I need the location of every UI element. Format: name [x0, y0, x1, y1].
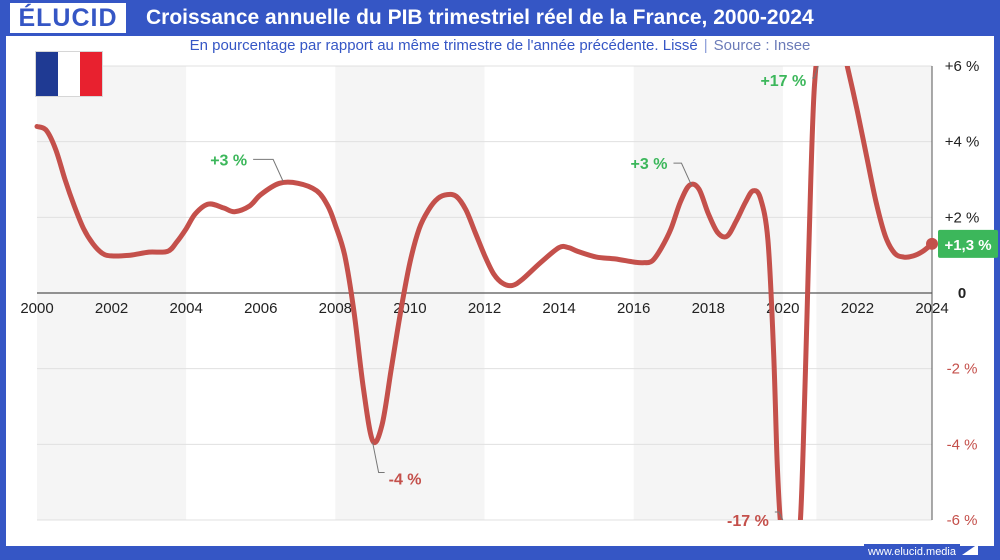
header-bar: ÉLUCID Croissance annuelle du PIB trimes…	[0, 0, 1000, 36]
brand-arrow-icon	[962, 544, 978, 555]
annotation-leader	[673, 162, 692, 186]
x-tick-label: 2006	[244, 300, 277, 317]
y-tick-label: +6 %	[945, 58, 980, 75]
chart-subtitle: En pourcentage par rapport au même trime…	[0, 37, 1000, 54]
x-tick-label: 2008	[319, 300, 352, 317]
y-tick-label: +2 %	[945, 209, 980, 226]
brand-logo[interactable]: ÉLUCID	[10, 3, 126, 33]
y-tick-label: -4 %	[947, 436, 978, 453]
x-tick-label: 2014	[542, 300, 575, 317]
x-tick-label: 2004	[169, 300, 202, 317]
y-tick-label: 0	[958, 285, 966, 302]
annotation-leader	[253, 158, 284, 182]
annotation-leader	[372, 442, 385, 473]
subtitle-text: En pourcentage par rapport au même trime…	[189, 37, 698, 54]
annotation-label: -17 %	[727, 513, 769, 530]
x-tick-label: 2000	[20, 300, 53, 317]
y-tick-label: -6 %	[947, 512, 978, 529]
flag-stripe-red	[80, 52, 102, 96]
annotation-label: -4 %	[389, 471, 422, 488]
x-tick-label: 2018	[692, 300, 725, 317]
source-label: Source : Insee	[713, 37, 811, 54]
footer-url[interactable]: www.elucid.media	[863, 544, 960, 560]
annotation-label: +3 %	[631, 156, 668, 173]
chart-title: Croissance annuelle du PIB trimestriel r…	[146, 6, 814, 29]
flag-stripe-blue	[36, 52, 58, 96]
footer-bar	[0, 546, 1000, 560]
annotation-label: +17 %	[760, 73, 806, 90]
france-flag-icon	[36, 52, 102, 96]
x-tick-label: 2012	[468, 300, 501, 317]
last-value-label: +1,3 %	[944, 237, 991, 254]
annotation-leader	[812, 65, 819, 79]
annotation-label: +3 %	[210, 152, 247, 169]
gdp-series-line	[34, 66, 935, 520]
last-value-badge	[938, 229, 998, 258]
x-tick-label: 2016	[617, 300, 650, 317]
y-tick-label: +4 %	[945, 134, 980, 151]
last-value-dot	[926, 237, 938, 250]
annotation-leader	[774, 511, 784, 521]
y-tick-label: -2 %	[947, 361, 978, 378]
x-tick-label: 2024	[915, 300, 948, 317]
flag-stripe-white	[58, 52, 80, 96]
subtitle-separator: |	[703, 37, 708, 54]
x-tick-label: 2020	[766, 300, 799, 317]
x-tick-label: 2002	[95, 300, 128, 317]
x-tick-label: 2022	[841, 300, 874, 317]
